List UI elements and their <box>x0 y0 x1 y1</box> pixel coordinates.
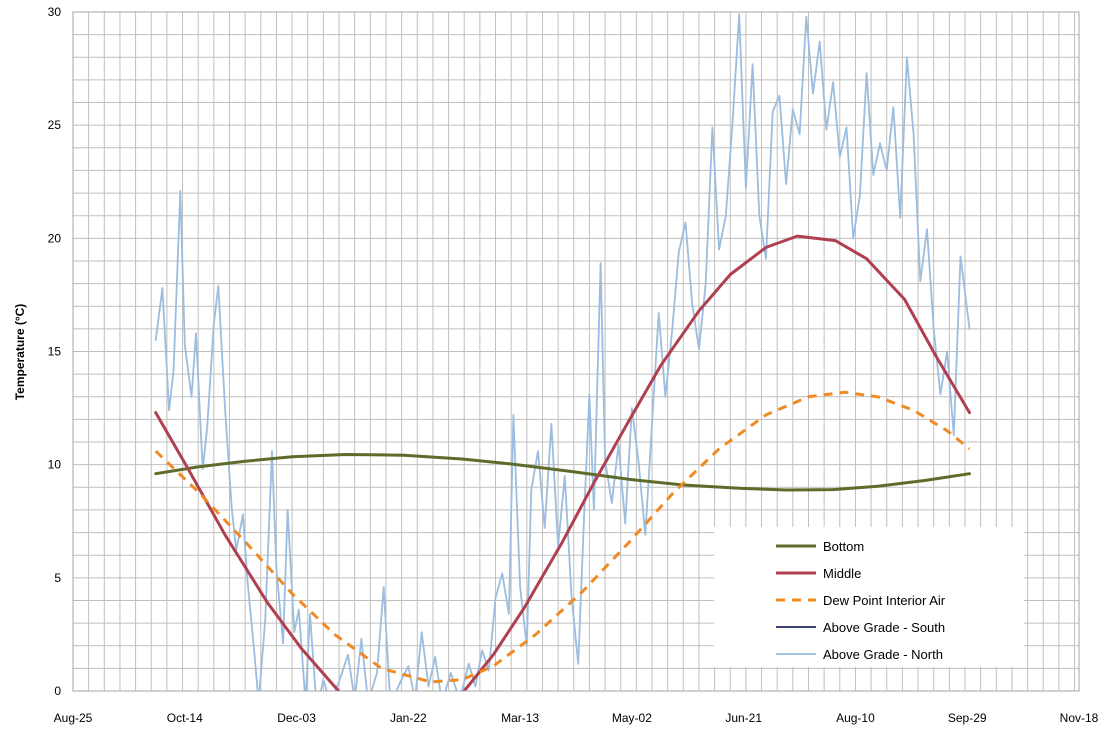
x-tick-label: May-02 <box>612 711 652 725</box>
legend-label: Bottom <box>823 539 864 554</box>
legend: Bottom Middle Dew Point Interior Air Above … <box>714 527 1024 667</box>
y-tick-label: 5 <box>54 571 61 585</box>
legend-label: Middle <box>823 566 861 581</box>
grid-lines <box>72 11 1079 692</box>
legend-box <box>714 527 1024 667</box>
x-tick-label: Oct-14 <box>167 711 203 725</box>
legend-label: Above Grade - North <box>823 647 943 662</box>
x-tick-label: Aug-10 <box>836 711 875 725</box>
y-tick-label: 15 <box>48 345 62 359</box>
plot-area-border <box>72 11 1080 692</box>
legend-label: Above Grade - South <box>823 620 945 635</box>
x-tick-label: Mar-13 <box>501 711 539 725</box>
x-tick-label: Sep-29 <box>948 711 987 725</box>
x-tick-label: Nov-18 <box>1060 711 1099 725</box>
series-line-above-grade-north <box>154 13 971 691</box>
x-tick-label: Dec-03 <box>277 711 316 725</box>
x-axis-tick-labels: Aug-25 Oct-14 Dec-03 Jan-22 Mar-13 May-02 Jun-… <box>54 711 1099 725</box>
y-tick-label: 10 <box>48 458 62 472</box>
y-axis-label: Temperature (°C) <box>13 304 27 401</box>
series-line-dew-point-interior-air <box>154 390 971 684</box>
y-tick-label: 20 <box>48 231 62 245</box>
y-tick-label: 0 <box>54 684 61 698</box>
x-tick-label: Jan-22 <box>390 711 427 725</box>
series-line-middle <box>154 234 971 691</box>
series-line-bottom <box>154 453 971 492</box>
y-axis-tick-labels: 0 5 10 15 20 25 30 <box>48 5 62 698</box>
x-tick-label: Aug-25 <box>54 711 93 725</box>
y-tick-label: 30 <box>48 5 62 19</box>
series-group <box>154 13 971 691</box>
x-tick-label: Jun-21 <box>725 711 762 725</box>
legend-label: Dew Point Interior Air <box>823 593 946 608</box>
y-tick-label: 25 <box>48 118 62 132</box>
